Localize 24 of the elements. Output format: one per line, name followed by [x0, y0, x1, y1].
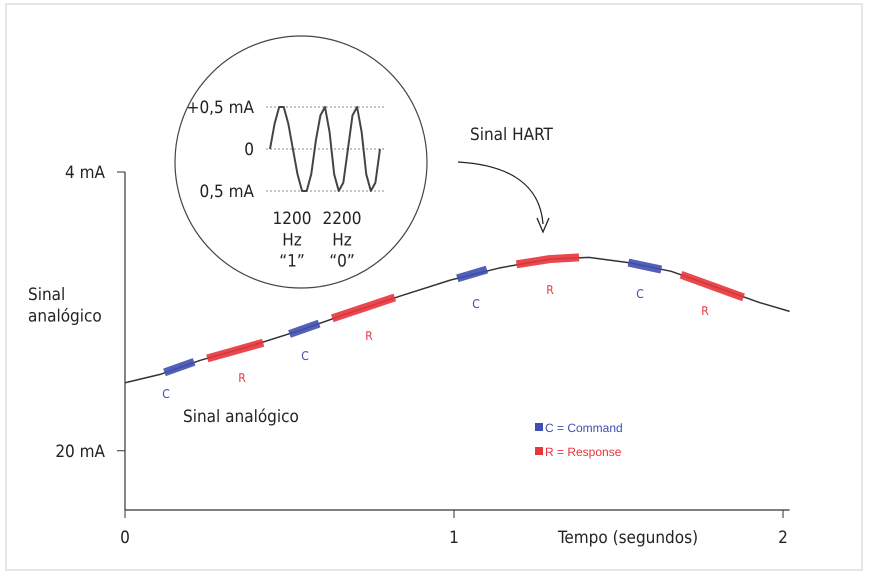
y-tick-label: 0 — [244, 140, 254, 160]
legend-label: R = Response — [545, 445, 622, 459]
legend-label: C = Command — [545, 421, 623, 435]
y-tick-label: 20 mA — [55, 442, 106, 462]
annotation: R — [701, 304, 710, 318]
y-tick-label: +0,5 mA — [186, 98, 255, 118]
annotation: C — [636, 287, 644, 301]
annotation: R — [238, 371, 246, 385]
annotation: C — [472, 297, 480, 311]
text: Sinal HART — [470, 125, 554, 145]
x-tick-label: 1 — [449, 528, 459, 548]
y-tick-label: 4 mA — [65, 163, 106, 183]
annotation: 2200 Hz “0” — [322, 209, 362, 272]
y-tick-label: 0,5 mA — [199, 182, 255, 202]
x-axis-title: Tempo (segundos) — [556, 528, 698, 548]
annotation: 1200 Hz “1” — [272, 209, 312, 272]
annotation: R — [365, 329, 374, 343]
y-axis-title: Sinal analógico — [28, 285, 102, 326]
annotation: C — [162, 387, 170, 401]
annotation: C — [301, 349, 309, 363]
x-tick-label: 0 — [120, 528, 130, 548]
annotation: Sinal analógico — [183, 407, 299, 427]
annotation: R — [546, 283, 554, 297]
x-tick-label: 2 — [778, 528, 788, 548]
